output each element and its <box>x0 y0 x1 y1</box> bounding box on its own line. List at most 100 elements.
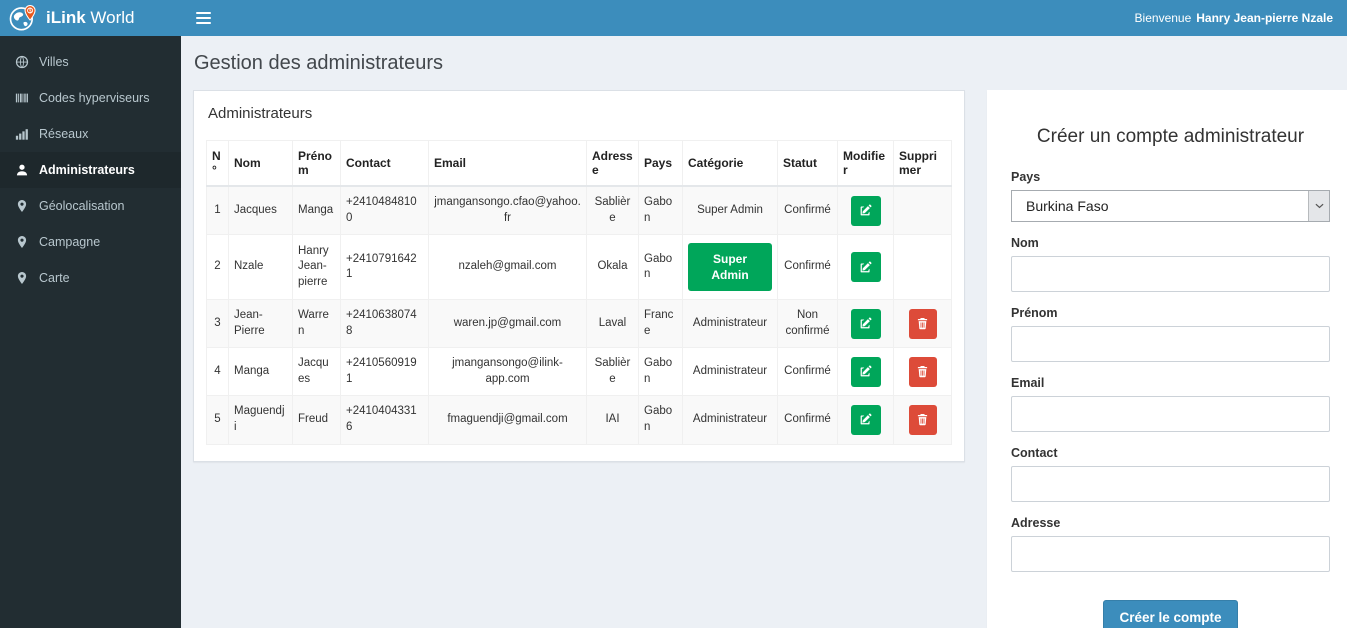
cell-nom: Manga <box>228 347 293 397</box>
contact-label: Contact <box>1011 446 1058 460</box>
trash-icon <box>916 365 929 378</box>
pays-select[interactable]: Burkina Faso <box>1011 190 1330 222</box>
edit-button[interactable] <box>850 195 881 226</box>
table-row: 3 Jean-Pierre Warren +24106380748 waren.jp@g… <box>206 299 952 349</box>
user-name: Hanry Jean-pierre Nzale <box>1196 11 1333 25</box>
cell-categorie: Super Admin <box>682 185 778 236</box>
cell-adresse: Okala <box>586 234 639 301</box>
form-field-prenom: Prénom <box>1011 306 1330 362</box>
administrators-panel: Administrateurs N° Nom Prénom Contact Email A… <box>193 90 965 462</box>
contact-input[interactable] <box>1011 466 1330 502</box>
email-input[interactable] <box>1011 396 1330 432</box>
administrators-table: N° Nom Prénom Contact Email Adresse Pays Catégo… <box>206 140 952 445</box>
cell-supprimer <box>893 185 952 236</box>
create-admin-panel: Créer un compte administrateur Pays Burki… <box>987 90 1347 628</box>
map-marker-icon <box>15 199 29 213</box>
column-header-contact[interactable]: Contact <box>340 140 429 187</box>
create-account-button[interactable]: Créer le compte <box>1103 600 1238 628</box>
delete-button[interactable] <box>908 404 937 435</box>
sidebar-item-label: Carte <box>39 271 70 285</box>
email-label: Email <box>1011 376 1045 390</box>
sidebar-item-label: Villes <box>39 55 69 69</box>
cell-categorie: Super Admin <box>682 234 778 301</box>
sidebar-item-carte[interactable]: Carte <box>0 260 181 296</box>
cell-prenom: Freud <box>292 395 341 445</box>
delete-button[interactable] <box>908 356 937 387</box>
column-header-adresse[interactable]: Adresse <box>586 140 639 187</box>
barcode-icon <box>15 91 29 105</box>
cell-nom: Nzale <box>228 234 293 301</box>
column-header-prenom[interactable]: Prénom <box>292 140 341 187</box>
cell-supprimer <box>893 234 952 301</box>
prenom-input[interactable] <box>1011 326 1330 362</box>
delete-button[interactable] <box>908 308 937 339</box>
cell-contact: +24104043316 <box>340 395 429 445</box>
cell-modifier <box>837 234 894 301</box>
cell-modifier <box>837 299 894 349</box>
edit-button[interactable] <box>850 252 881 283</box>
edit-button[interactable] <box>850 308 881 339</box>
edit-icon <box>859 204 872 217</box>
main-content: Gestion des administrateurs Administrate… <box>181 36 1347 628</box>
sidebar-item-label: Géolocalisation <box>39 199 125 213</box>
cell-categorie: Administrateur <box>682 299 778 349</box>
sidebar-item-label: Codes hyperviseurs <box>39 91 150 105</box>
map-marker-icon <box>15 235 29 249</box>
form-field-nom: Nom <box>1011 236 1330 292</box>
user-icon <box>15 163 29 177</box>
cell-n: 4 <box>206 347 229 397</box>
cell-n: 1 <box>206 185 229 236</box>
edit-icon <box>859 413 872 426</box>
sidebar-item-campagne[interactable]: Campagne <box>0 224 181 260</box>
hamburger-icon[interactable] <box>181 0 225 36</box>
edit-icon <box>859 261 872 274</box>
edit-icon <box>859 365 872 378</box>
form-field-email: Email <box>1011 376 1330 432</box>
svg-text:$: $ <box>29 8 32 14</box>
cell-contact: +24105609191 <box>340 347 429 397</box>
sidebar-item-geolocalisation[interactable]: Géolocalisation <box>0 188 181 224</box>
edit-button[interactable] <box>850 356 881 387</box>
cell-n: 5 <box>206 395 229 445</box>
create-admin-title: Créer un compte administrateur <box>1036 126 1305 147</box>
edit-button[interactable] <box>850 404 881 435</box>
cell-n: 3 <box>206 299 229 349</box>
column-header-categorie[interactable]: Catégorie <box>682 140 778 187</box>
sidebar-item-codes-hyperviseurs[interactable]: Codes hyperviseurs <box>0 80 181 116</box>
sidebar-item-villes[interactable]: Villes <box>0 44 181 80</box>
cell-adresse: Sablière <box>586 185 639 236</box>
cell-email: fmaguendji@gmail.com <box>428 395 587 445</box>
cell-supprimer <box>893 395 952 445</box>
sidebar-item-administrateurs[interactable]: Administrateurs <box>0 152 181 188</box>
page-title: Gestion des administrateurs <box>194 52 444 74</box>
pays-selected-value: Burkina Faso <box>1026 198 1109 214</box>
cell-prenom: Warren <box>292 299 341 349</box>
cell-adresse: Laval <box>586 299 639 349</box>
cell-statut: Non confirmé <box>777 299 838 349</box>
table-row: 4 Manga Jacques +24105609191 jmangansongo@il… <box>206 347 952 397</box>
column-header-statut[interactable]: Statut <box>777 140 838 187</box>
column-header-nom[interactable]: Nom <box>228 140 293 187</box>
cell-email: jmangansongo.cfao@yahoo.fr <box>428 185 587 236</box>
column-header-modifier[interactable]: Modifier <box>837 140 894 187</box>
cell-contact: +24107916421 <box>340 234 429 301</box>
map-marker-icon <box>15 271 29 285</box>
column-header-email[interactable]: Email <box>428 140 587 187</box>
nom-label: Nom <box>1011 236 1039 250</box>
nom-input[interactable] <box>1011 256 1330 292</box>
sidebar: Villes Codes hyperviseurs Réseaux Administr… <box>0 36 181 628</box>
super-admin-badge-button[interactable]: Super Admin <box>688 243 772 292</box>
cell-modifier <box>837 185 894 236</box>
cell-prenom: Jacques <box>292 347 341 397</box>
sidebar-item-reseaux[interactable]: Réseaux <box>0 116 181 152</box>
column-header-supprimer[interactable]: Supprimer <box>893 140 952 187</box>
cell-statut: Confirmé <box>777 234 838 301</box>
cell-statut: Confirmé <box>777 395 838 445</box>
column-header-n[interactable]: N° <box>206 140 229 187</box>
edit-icon <box>859 317 872 330</box>
column-header-pays[interactable]: Pays <box>638 140 683 187</box>
brand[interactable]: $ iLink World <box>0 0 181 36</box>
adresse-input[interactable] <box>1011 536 1330 572</box>
cell-email: jmangansongo@ilink-app.com <box>428 347 587 397</box>
cell-n: 2 <box>206 234 229 301</box>
